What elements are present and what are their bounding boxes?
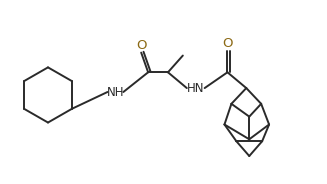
Text: HN: HN — [187, 82, 204, 95]
Text: O: O — [222, 37, 233, 50]
Text: O: O — [136, 39, 146, 52]
Text: NH: NH — [107, 86, 124, 98]
